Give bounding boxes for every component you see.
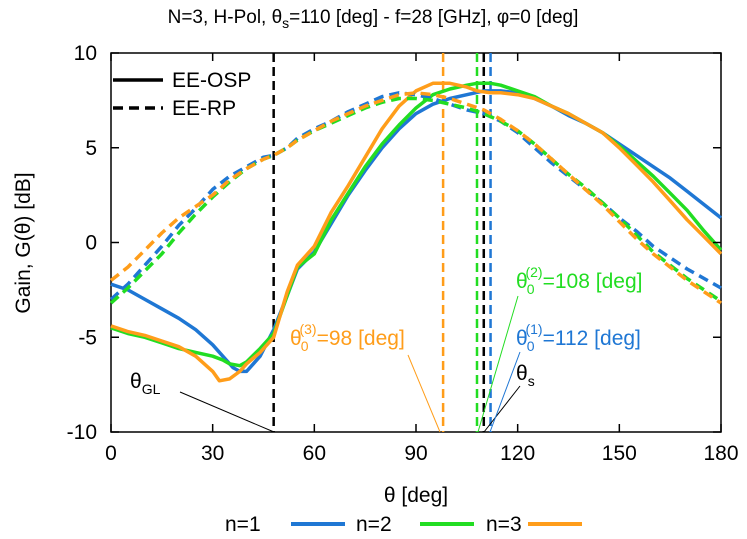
annotation-theta0-2: θ0(2)=108 [deg] xyxy=(516,264,642,297)
x-tick-label: 180 xyxy=(703,442,738,465)
annotation-theta0-1-leader xyxy=(489,351,521,433)
annotation-theta-s: θs xyxy=(516,362,535,389)
series-line-4 xyxy=(109,91,722,301)
annotation-theta0-3: θ0(3)=98 [deg] xyxy=(290,321,405,354)
annotation-theta-gl-leader xyxy=(179,391,275,433)
threshold-lines xyxy=(272,53,492,432)
legend-label-n1: n=1 xyxy=(225,513,261,536)
x-tick-label: 120 xyxy=(500,442,535,465)
annotation-theta-s-leader xyxy=(483,385,521,433)
series-line-3 xyxy=(110,81,723,383)
legend-label-ee-rp: EE-RP xyxy=(172,97,236,120)
y-tick-label: 0 xyxy=(85,232,97,255)
legend-label-n3: n=3 xyxy=(486,513,522,536)
y-tick-label: -10 xyxy=(67,421,97,444)
series-legend: n=1 n=2 n=3 xyxy=(225,513,582,536)
x-tick-label: 60 xyxy=(303,442,326,465)
x-tick-label: 0 xyxy=(105,442,117,465)
x-axis-label: θ [deg] xyxy=(384,484,448,507)
legend-label-n2: n=2 xyxy=(356,513,392,536)
y-axis-label: Gain, G(θ) [dB] xyxy=(12,172,35,313)
x-tick-label: 30 xyxy=(201,442,224,465)
y-tick-label: 10 xyxy=(74,42,97,65)
x-tick-label: 90 xyxy=(404,442,427,465)
series-line-6 xyxy=(109,91,722,305)
x-tick-label: 150 xyxy=(602,442,637,465)
y-tick-label: -5 xyxy=(78,326,97,349)
annotations: θGL θs θ0(3)=98 [deg] θ0(2)=108 [deg] θ0… xyxy=(130,264,642,433)
annotation-theta-gl: θGL xyxy=(130,370,161,397)
style-legend: EE-OSP EE-RP xyxy=(113,69,251,120)
legend-label-ee-osp: EE-OSP xyxy=(172,69,251,92)
annotation-theta0-2-leader xyxy=(477,295,519,433)
annotation-theta0-3-leader xyxy=(407,354,441,433)
annotation-theta0-1: θ0(1)=112 [deg] xyxy=(516,321,641,354)
series-group xyxy=(109,81,723,383)
chart-title: N=3, H-Pol, θs=110 [deg] - f=28 [GHz], φ… xyxy=(168,7,579,31)
axis-ticks: 0 30 60 90 120 150 180 -10 -5 0 5 10 xyxy=(67,42,739,465)
y-tick-label: 5 xyxy=(85,137,97,160)
